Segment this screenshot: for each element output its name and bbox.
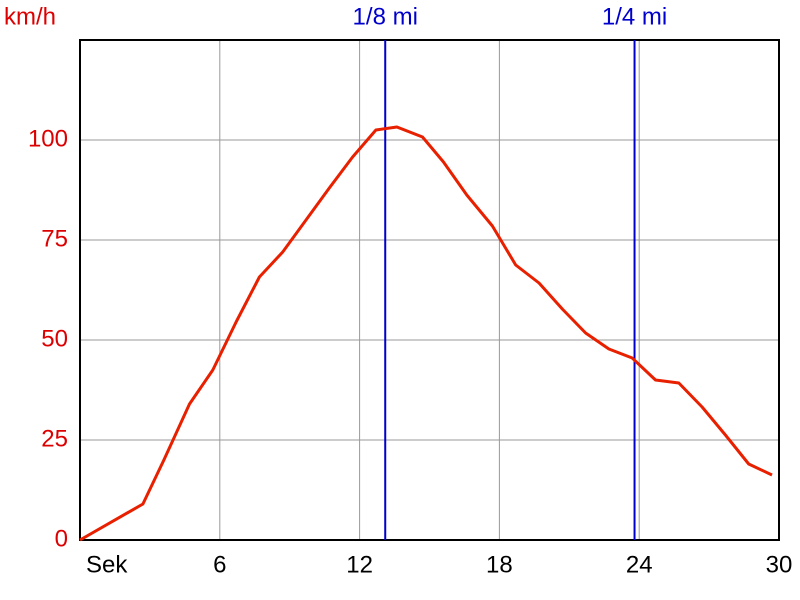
y-tick-label: 25 — [41, 425, 68, 452]
x-tick-label: Sek — [86, 551, 128, 578]
y-axis-label: km/h — [4, 3, 56, 30]
plot-frame — [79, 39, 780, 541]
y-tick-label: 75 — [41, 225, 68, 252]
x-tick-label: 6 — [213, 551, 226, 578]
x-tick-label: 12 — [346, 551, 373, 578]
distance-marker-label: 1/4 mi — [602, 3, 667, 30]
speed-line — [79, 125, 773, 542]
y-tick-label: 0 — [55, 525, 68, 552]
x-tick-label: 24 — [626, 551, 653, 578]
y-tick-label: 100 — [28, 125, 68, 152]
distance-marker-label: 1/8 mi — [353, 3, 418, 30]
x-tick-label: 18 — [486, 551, 513, 578]
y-tick-label: 50 — [41, 325, 68, 352]
x-tick-label: 30 — [766, 551, 793, 578]
